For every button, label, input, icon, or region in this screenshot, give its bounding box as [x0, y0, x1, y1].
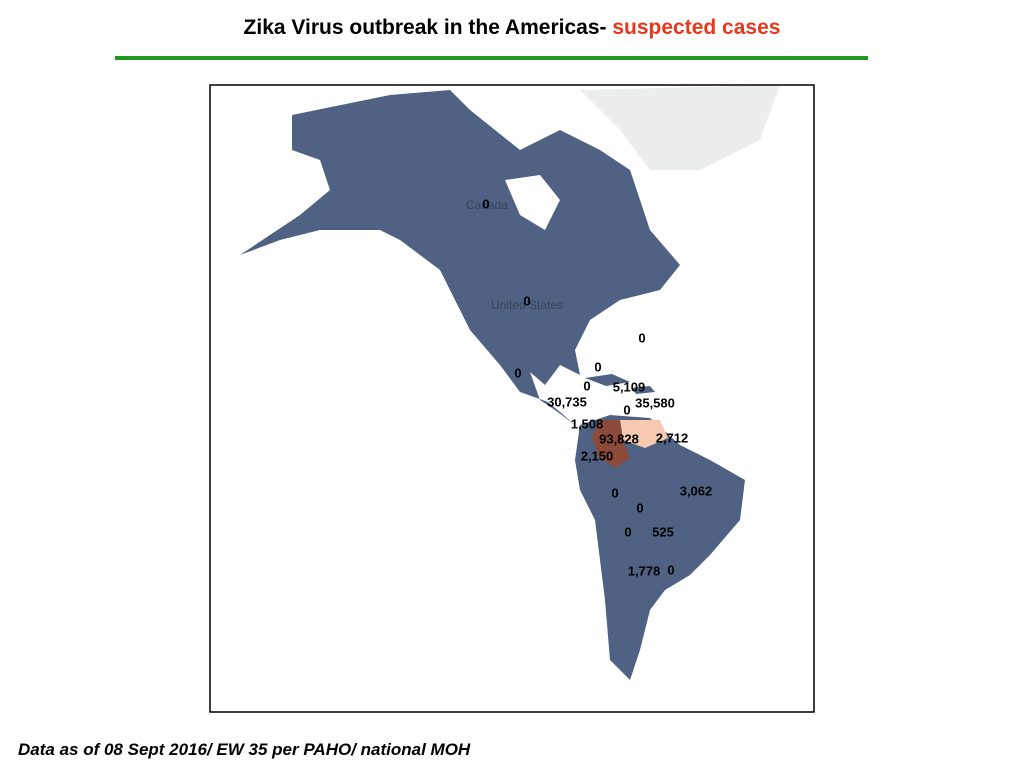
case-label: 30,735	[547, 394, 587, 409]
cuba	[585, 374, 630, 386]
title: Zika Virus outbreak in the Americas- sus…	[0, 16, 1024, 40]
south-america	[575, 415, 745, 680]
case-label: 0	[611, 485, 618, 500]
case-label: 1,508	[571, 416, 604, 431]
title-highlight: suspected cases	[612, 16, 781, 39]
case-label: 0	[624, 524, 631, 539]
case-label: 525	[652, 524, 674, 539]
case-label: 5,109	[613, 379, 646, 394]
case-label: 0	[514, 365, 521, 380]
base-label: Canada	[466, 198, 508, 212]
case-label: 0	[667, 562, 674, 577]
case-label: 35,580	[635, 395, 675, 410]
case-label: 0	[523, 293, 530, 308]
case-label: 0	[594, 359, 601, 374]
north-america	[240, 90, 680, 425]
case-label: 0	[583, 378, 590, 393]
footer: Data as of 08 Sept 2016/ EW 35 per PAHO/…	[18, 740, 471, 759]
case-label: 0	[482, 196, 489, 211]
case-label: 1,778	[628, 563, 661, 578]
base-label: United States	[491, 298, 563, 312]
hispaniola	[632, 386, 655, 394]
colombia	[592, 420, 630, 468]
case-label: 2,712	[656, 430, 689, 445]
case-label: 93,828	[599, 431, 639, 446]
case-label: 2,150	[581, 448, 614, 463]
greenland	[580, 85, 780, 170]
case-label: 0	[638, 330, 645, 345]
map-frame	[209, 84, 815, 713]
divider	[115, 56, 868, 60]
venezuela	[620, 420, 668, 448]
case-label: 0	[623, 402, 630, 417]
hudson-bay	[505, 175, 560, 230]
case-label: 0	[636, 500, 643, 515]
map-layer	[210, 85, 814, 712]
title-text: Zika Virus outbreak in the Americas-	[243, 16, 607, 39]
case-label: 3,062	[680, 483, 713, 498]
